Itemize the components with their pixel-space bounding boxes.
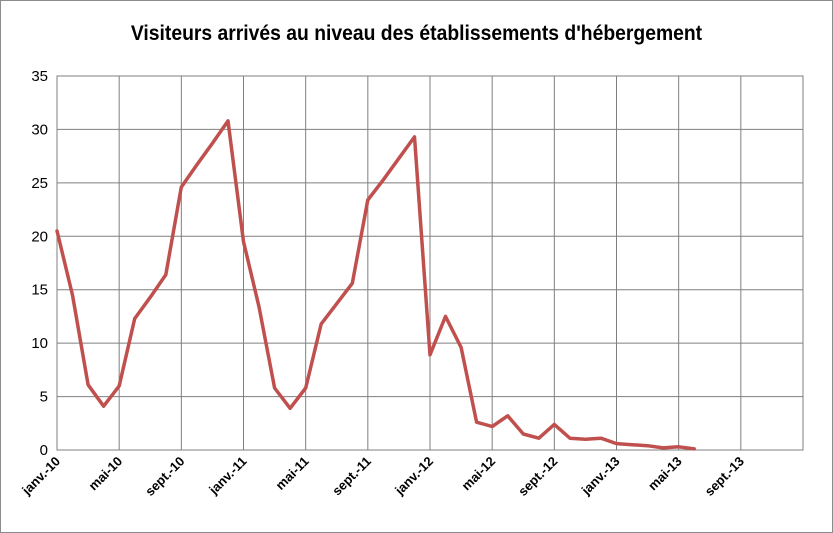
y-tick-label: 30 <box>31 121 48 138</box>
x-tick-label: mai-10 <box>86 454 126 494</box>
series-group <box>55 119 696 451</box>
y-tick-label: 25 <box>31 175 48 192</box>
x-tick-label: janv.-11 <box>205 454 249 498</box>
x-tick-label: sept.-10 <box>142 454 187 499</box>
x-tick-label: janv.-10 <box>18 454 63 499</box>
y-tick-label: 35 <box>31 68 48 85</box>
y-tick-label: 5 <box>40 389 48 406</box>
y-tick-label: 20 <box>31 228 48 245</box>
x-tick-label: sept.-13 <box>702 454 747 499</box>
x-tick-label: janv.-12 <box>391 454 436 499</box>
chart-title: Visiteurs arrivés au niveau des établiss… <box>130 22 703 45</box>
y-tick-label: 10 <box>31 335 48 352</box>
y-tick-label: 0 <box>40 442 48 459</box>
x-tick-label: mai-11 <box>273 454 312 493</box>
x-tick-label: sept.-11 <box>329 454 374 499</box>
x-tick-label: mai-13 <box>645 454 685 494</box>
series-line <box>55 119 696 451</box>
x-tick-label: janv.-13 <box>578 454 623 499</box>
x-tick-label: sept.-12 <box>515 454 560 499</box>
grid <box>56 75 804 451</box>
x-axis-ticks: janv.-10 mai-10 sept.-10 janv.-11 mai-11 sept… <box>18 454 747 499</box>
x-tick-label: mai-12 <box>459 454 499 494</box>
y-axis-ticks: 0 5 10 15 20 25 30 35 <box>31 68 48 459</box>
y-tick-label: 15 <box>31 282 48 299</box>
plot-area <box>56 75 804 451</box>
